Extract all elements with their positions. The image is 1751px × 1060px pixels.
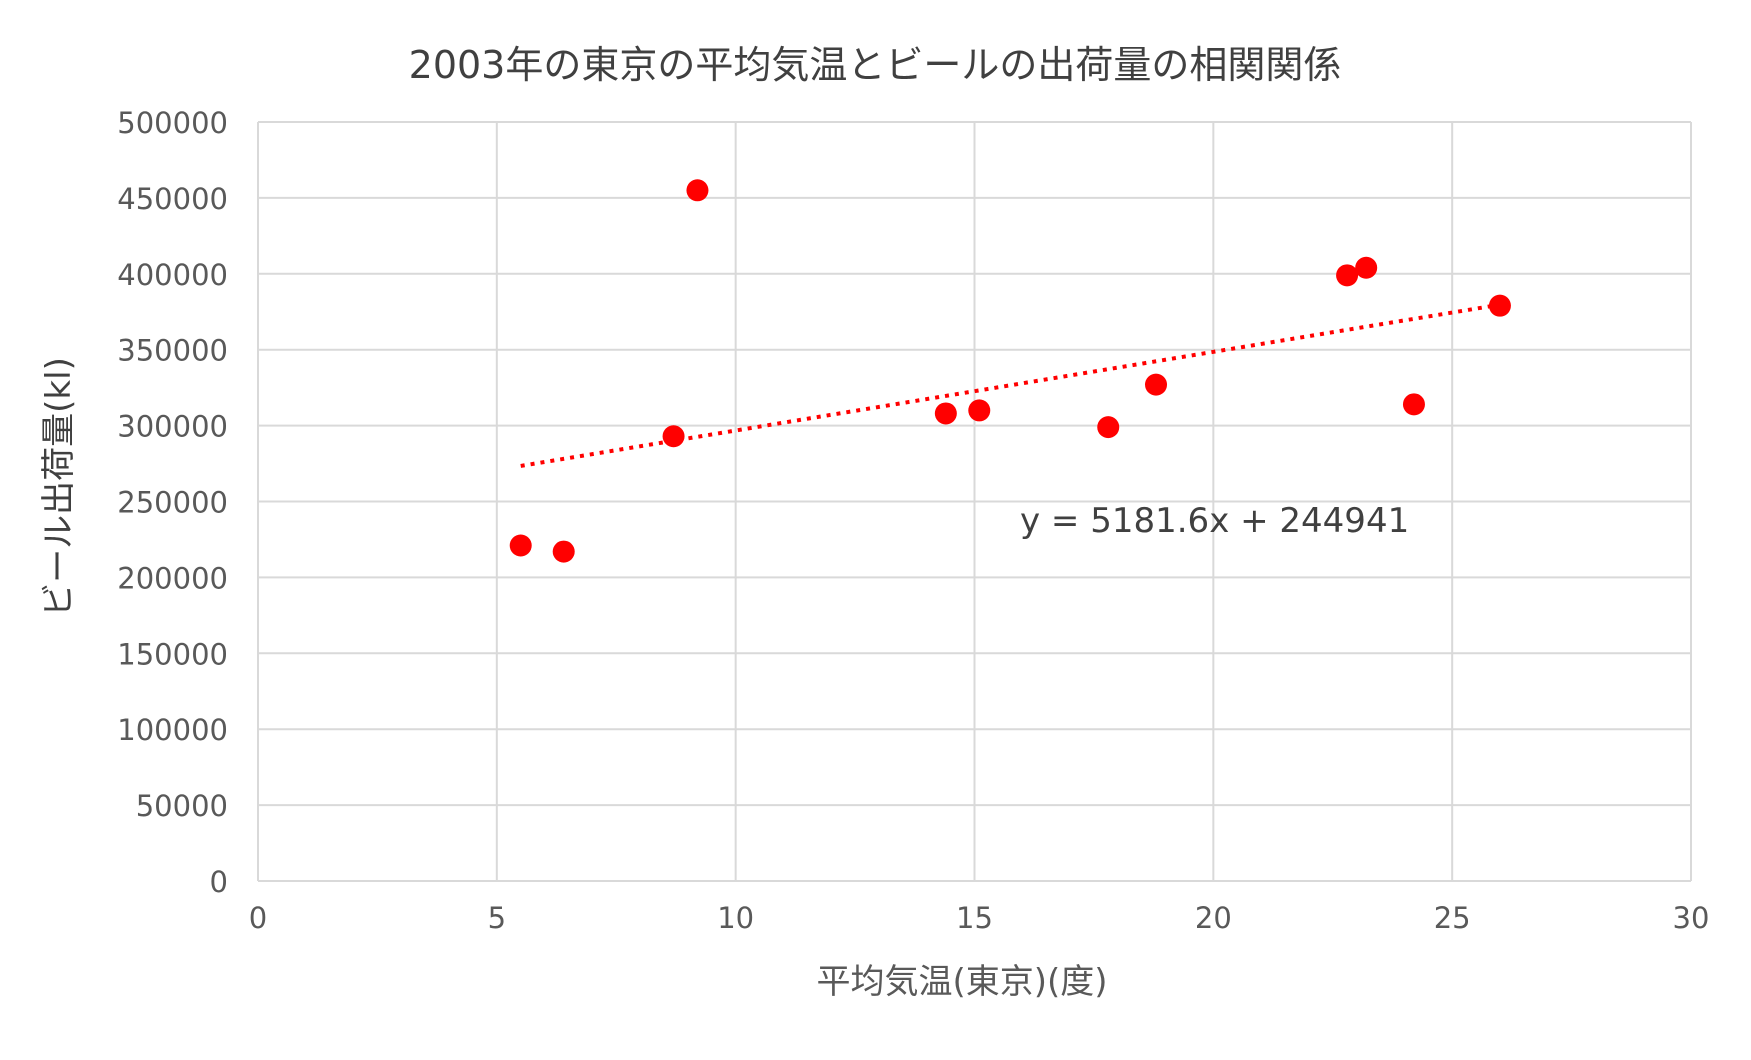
x-tick-label: 30: [1673, 901, 1710, 935]
x-tick-label: 0: [249, 901, 267, 935]
y-tick-label: 150000: [117, 637, 228, 671]
y-tick-label: 50000: [136, 789, 228, 823]
x-tick-label: 5: [488, 901, 506, 935]
y-tick-label: 500000: [117, 106, 228, 140]
data-point: [934, 402, 957, 425]
data-point: [1097, 416, 1120, 439]
x-tick-label: 25: [1434, 901, 1471, 935]
y-tick-label: 350000: [117, 334, 228, 368]
data-point: [1488, 294, 1511, 317]
y-tick-label: 450000: [117, 182, 228, 216]
data-point: [1355, 256, 1378, 279]
data-point: [1402, 393, 1425, 416]
chart-title: 2003年の東京の平均気温とビールの出荷量の相関関係: [409, 43, 1342, 87]
data-point: [662, 425, 685, 448]
data-point: [1336, 264, 1359, 287]
data-point: [686, 179, 709, 202]
x-tick-label: 20: [1195, 901, 1232, 935]
data-point: [552, 540, 575, 563]
y-tick-label: 200000: [117, 561, 228, 595]
data-point: [1145, 373, 1168, 396]
data-point: [968, 399, 991, 422]
y-tick-label: 100000: [117, 713, 228, 747]
y-tick-label: 0: [210, 865, 228, 899]
y-tick-label: 400000: [117, 258, 228, 292]
grid-layer: [257, 121, 1692, 882]
trendline-equation: y = 5181.6x + 244941: [1020, 501, 1409, 541]
data-point: [509, 534, 532, 557]
data-points: [509, 179, 1511, 563]
tick-labels: 0 50000 100000 150000 200000 250000 300000 3500…: [117, 106, 1709, 935]
x-tick-label: 10: [717, 901, 754, 935]
y-axis-label: ビール出荷量(kl): [39, 357, 79, 617]
x-axis-label: 平均気温(東京)(度): [816, 962, 1107, 1002]
x-tick-label: 15: [956, 901, 993, 935]
y-tick-label: 300000: [117, 410, 228, 444]
y-tick-label: 250000: [117, 486, 228, 520]
